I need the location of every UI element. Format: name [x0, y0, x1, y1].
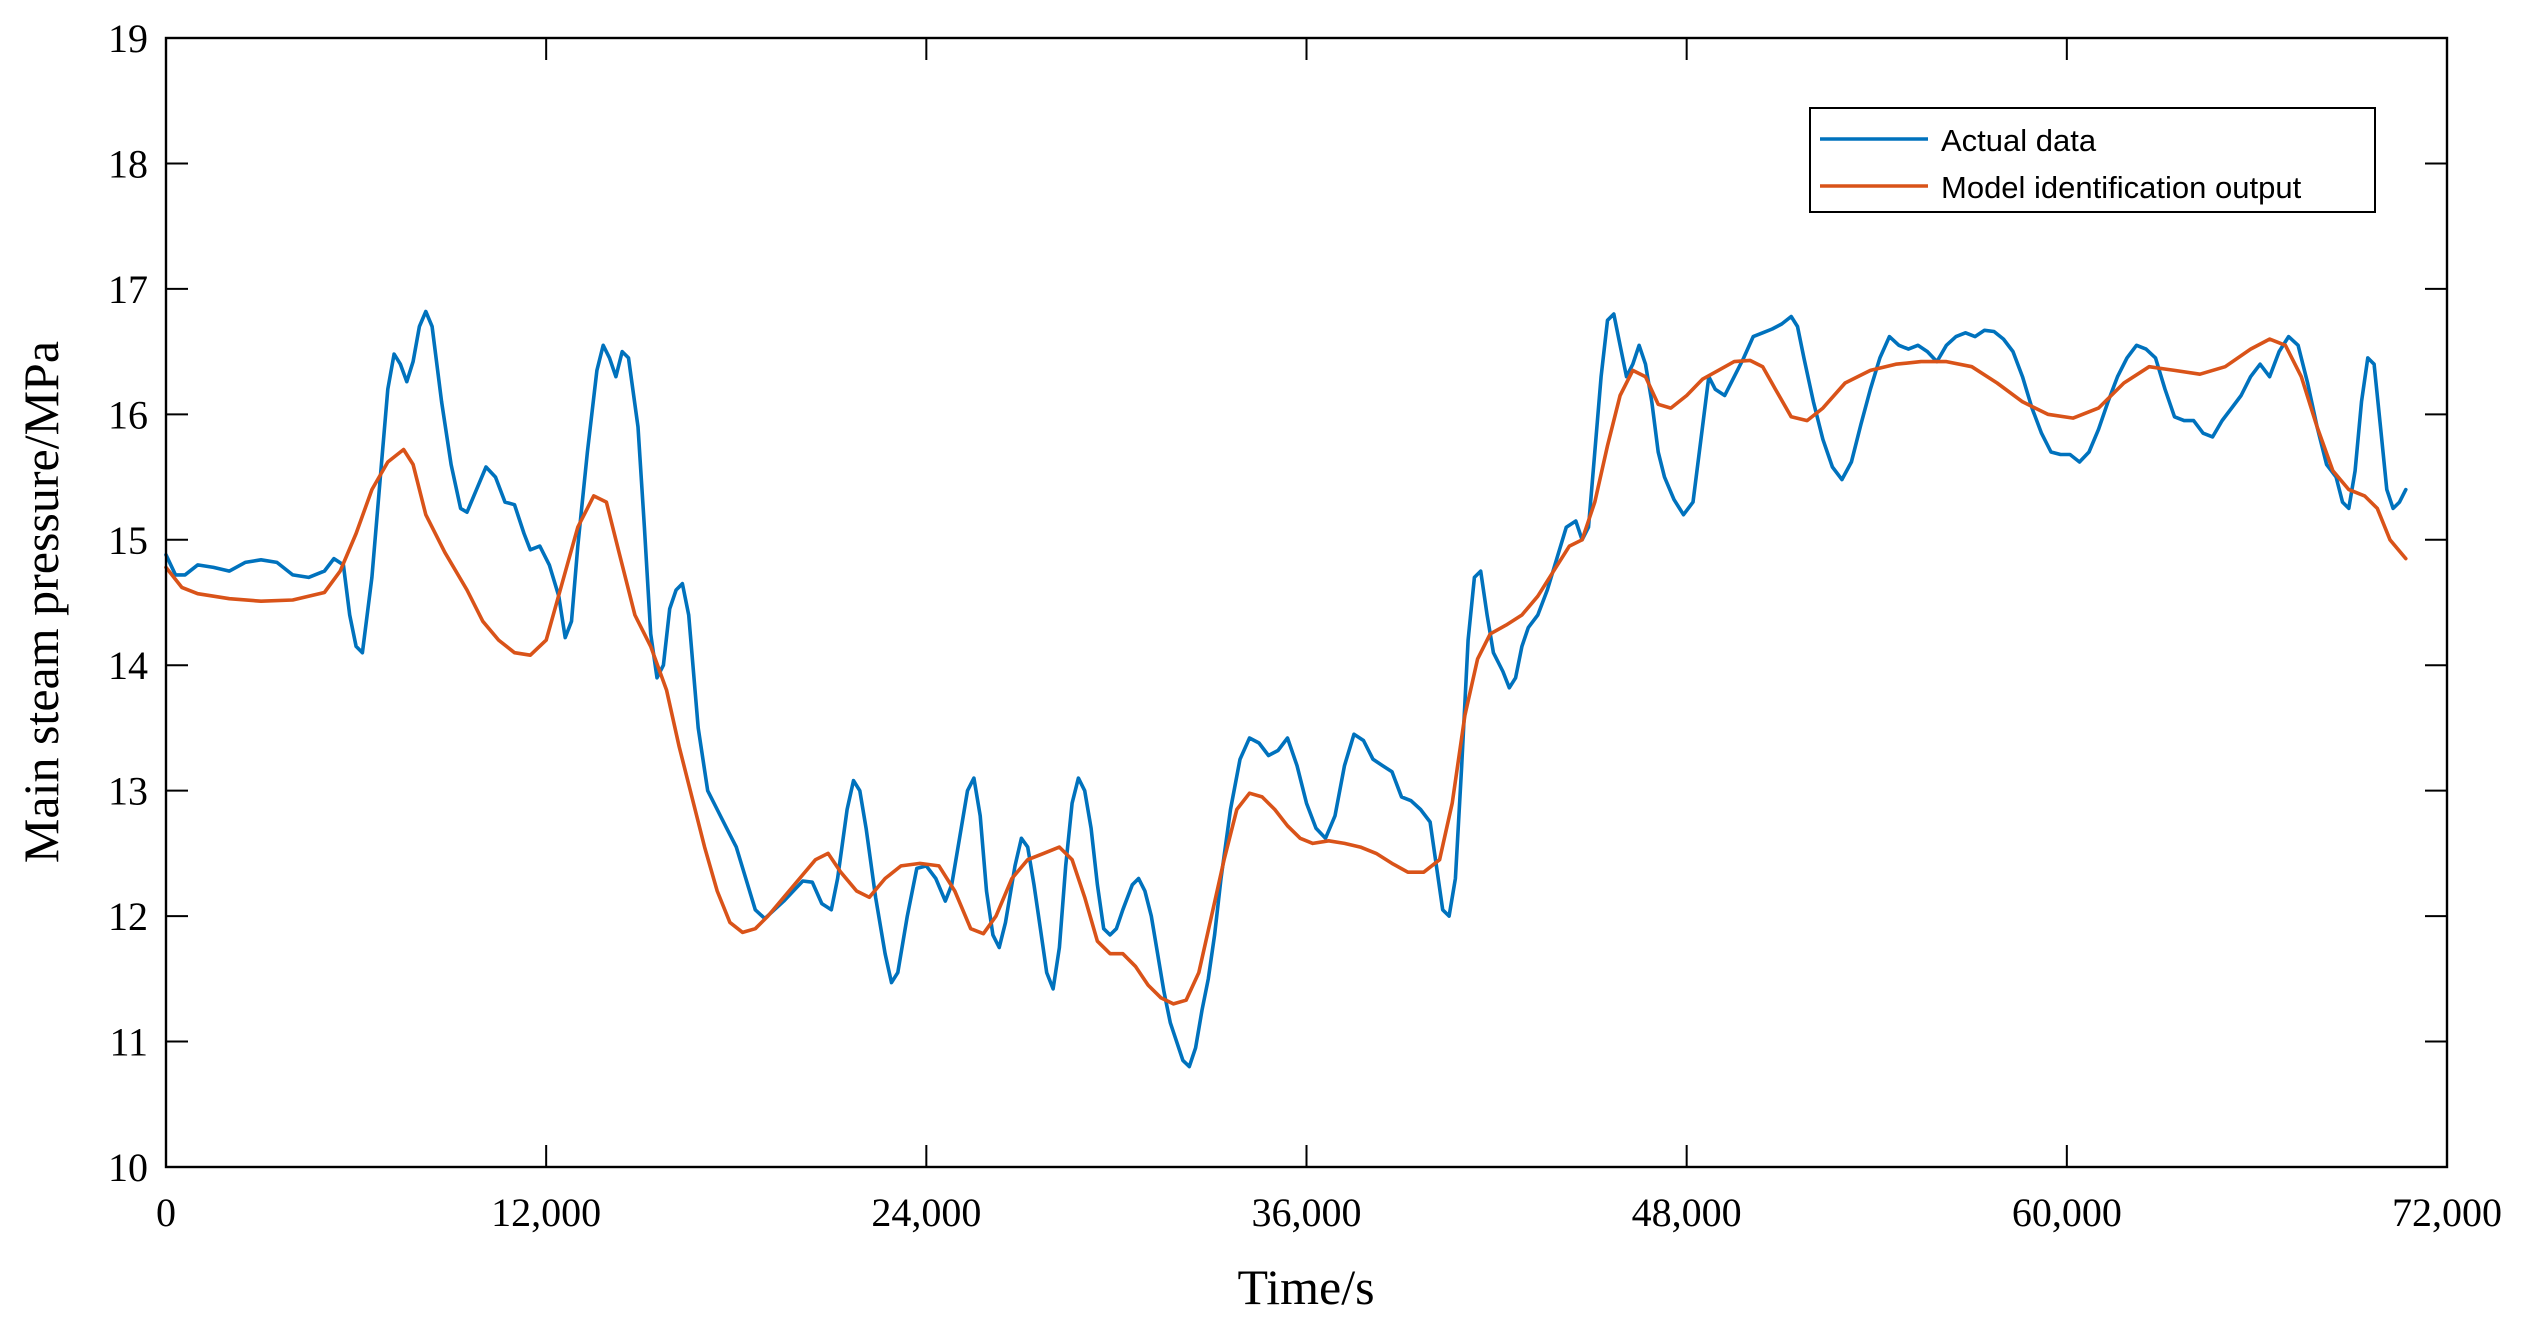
y-tick-label: 19	[108, 16, 148, 61]
legend-label-actual-data: Actual data	[1941, 123, 2097, 158]
x-tick-label: 24,000	[871, 1190, 981, 1235]
x-tick-label: 36,000	[1252, 1190, 1362, 1235]
x-axis-title: Time/s	[1237, 1259, 1374, 1315]
x-tick-label: 0	[156, 1190, 176, 1235]
y-tick-label: 15	[108, 518, 148, 563]
y-tick-label: 11	[109, 1020, 148, 1065]
x-tick-label: 60,000	[2012, 1190, 2122, 1235]
x-tick-label: 72,000	[2392, 1190, 2502, 1235]
legend-box	[1809, 107, 2376, 213]
y-tick-label: 13	[108, 769, 148, 814]
x-axis: 0 12,000 24,000 36,000 48,000 60,000 72,000	[156, 38, 2502, 1235]
y-tick-label: 14	[108, 643, 148, 688]
series-line-actual-data	[164, 309, 2408, 1069]
legend: Actual data Model identification output	[1809, 107, 2376, 213]
series-line-model-identification-output	[164, 337, 2408, 1006]
y-tick-label: 18	[108, 141, 148, 186]
legend-label-model-identification-output: Model identification output	[1941, 170, 2302, 205]
y-axis-title: Main steam pressure/MPa	[13, 341, 69, 863]
y-tick-label: 16	[108, 392, 148, 437]
y-axis: 10 11 12 13 14 15 16 17 18 19	[108, 16, 2447, 1190]
y-tick-label: 10	[108, 1145, 148, 1190]
x-tick-label: 12,000	[491, 1190, 601, 1235]
series-layer	[164, 309, 2408, 1069]
y-tick-label: 12	[108, 894, 148, 939]
x-tick-label: 48,000	[1632, 1190, 1742, 1235]
y-tick-label: 17	[108, 267, 148, 312]
